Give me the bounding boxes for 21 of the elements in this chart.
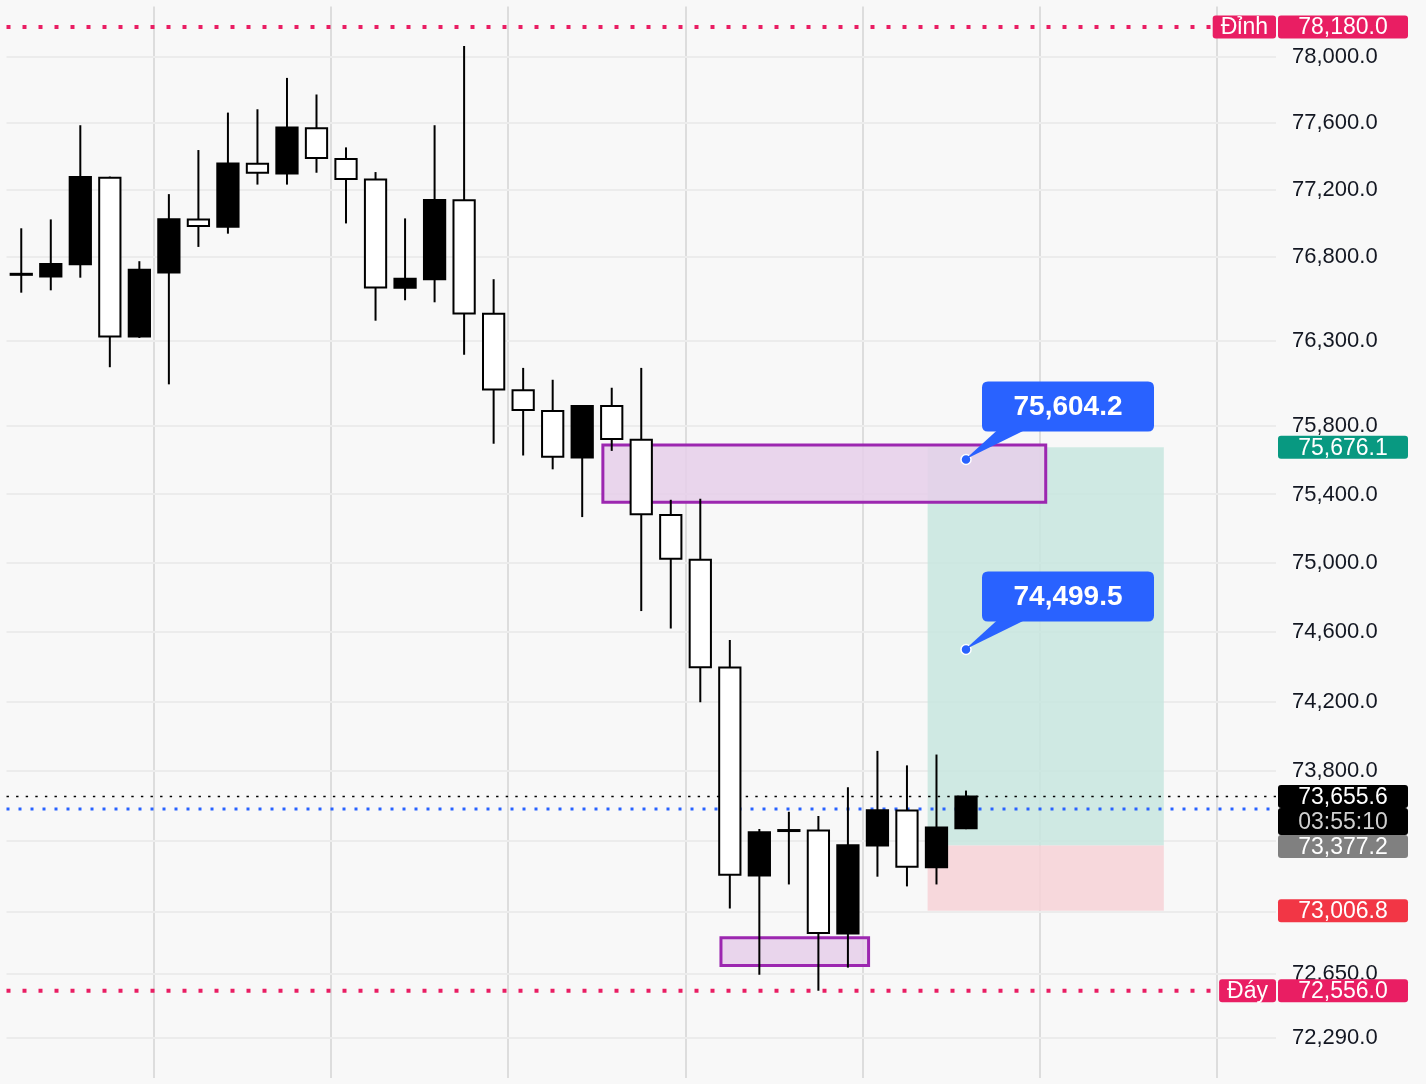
text: 73,377.2: [1298, 832, 1388, 859]
text: 78,180.0: [1298, 13, 1388, 40]
y-tick-label: 72,290.0: [1292, 1024, 1378, 1050]
text: 03:55:10: [1298, 807, 1388, 834]
y-tick-label: 77,200.0: [1292, 176, 1378, 202]
y-tick-label: 76,300.0: [1292, 327, 1378, 353]
ref-line-label: Đỉnh: [1220, 13, 1268, 40]
text: 73,006.8: [1298, 897, 1388, 924]
ref-line-label: Đáy: [1227, 977, 1269, 1004]
y-tick-label: 77,600.0: [1292, 109, 1378, 135]
y-tick-label: 75,800.0: [1292, 412, 1378, 438]
y-tick-label: 75,000.0: [1292, 549, 1378, 575]
data-label: 74,499.5: [1013, 580, 1123, 612]
y-tick-label: 75,400.0: [1292, 480, 1378, 506]
y-tick-label: 73,800.0: [1292, 757, 1378, 783]
y-tick-label: 74,200.0: [1292, 687, 1378, 713]
data-label: 75,604.2: [1013, 390, 1123, 422]
y-tick-label: 74,600.0: [1292, 618, 1378, 644]
y-tick-label: 76,800.0: [1292, 243, 1378, 269]
y-tick-label: 78,000.0: [1292, 42, 1378, 68]
text: 73,655.6: [1298, 782, 1388, 809]
